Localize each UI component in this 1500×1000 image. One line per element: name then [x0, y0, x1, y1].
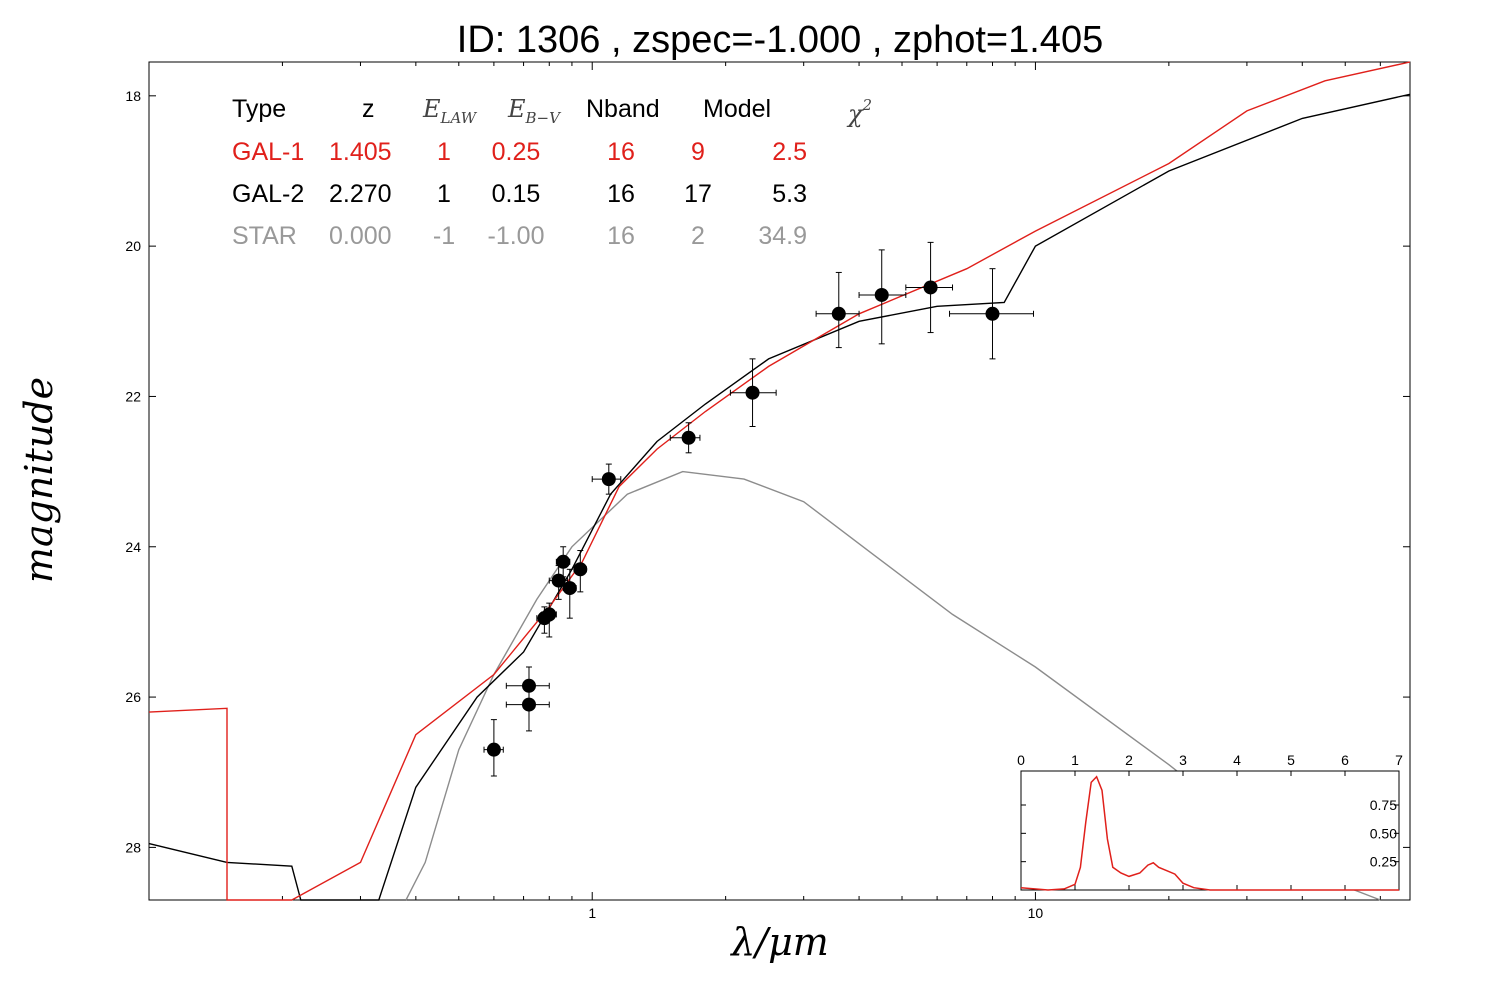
- main-series: [148, 61, 1411, 901]
- photometry-point: [905, 241, 954, 334]
- y-axis-label: magnitude: [17, 377, 61, 583]
- inset-y-tick-label: 0.50: [1370, 825, 1397, 841]
- data-marker: [831, 306, 846, 321]
- table-cell: 16: [607, 138, 635, 166]
- table-header-type: Type: [232, 95, 286, 123]
- inset-x-tick-label: 7: [1395, 752, 1403, 768]
- photometry-point: [548, 565, 569, 600]
- data-marker: [745, 385, 760, 400]
- inset-axis-ticks: 0 1 2 3 4 5 6 7 0.25 0.50 0.75: [1017, 752, 1403, 890]
- y-tick-label: 22: [125, 388, 141, 404]
- inset-y-tick-label: 0.75: [1370, 797, 1397, 813]
- pdz-line: [1020, 775, 1399, 891]
- data-marker: [556, 554, 571, 569]
- y-tick-label: 20: [125, 238, 141, 254]
- table-cell: 16: [607, 180, 635, 208]
- gal2-sed-line: [148, 93, 1411, 901]
- y-tick-label: 28: [125, 839, 141, 855]
- inset-axes-frame: [1020, 770, 1400, 891]
- table-cell: 16: [607, 222, 635, 250]
- photometry-point: [591, 463, 622, 495]
- x-axis-label: λ/μm: [729, 920, 829, 964]
- photometry-point: [949, 268, 1035, 360]
- y-tick-label: 26: [125, 689, 141, 705]
- table-cell: 0.15: [492, 180, 541, 208]
- data-marker: [542, 607, 557, 622]
- data-marker: [985, 306, 1000, 321]
- y-tick-label: 18: [125, 88, 141, 104]
- photometry-points: [483, 241, 1035, 777]
- table-header-chi2: χ2: [846, 96, 872, 128]
- inset-x-tick-label: 2: [1125, 752, 1133, 768]
- data-marker: [923, 280, 938, 295]
- inset-x-tick-label: 5: [1287, 752, 1295, 768]
- table-cell: 5.3: [772, 180, 807, 208]
- table-cell: STAR: [232, 222, 297, 250]
- photometry-point: [858, 249, 907, 345]
- data-marker: [601, 472, 616, 487]
- photometry-point: [541, 602, 557, 638]
- inset-y-tick-label: 0.25: [1370, 854, 1397, 870]
- data-marker: [681, 430, 696, 445]
- table-cell: 1: [437, 138, 451, 166]
- table-header-nband: Nband: [586, 95, 660, 123]
- data-marker: [573, 562, 588, 577]
- photometry-point: [729, 358, 777, 428]
- main-axes-frame: [148, 61, 1411, 901]
- photometry-point: [555, 546, 571, 578]
- data-marker: [521, 697, 536, 712]
- table-cell: 1.405: [329, 138, 392, 166]
- data-marker: [562, 581, 577, 596]
- table-header-model: Model: [703, 95, 771, 123]
- photometry-point: [573, 550, 588, 593]
- table-header-z: z: [362, 95, 375, 123]
- table-cell: 0.000: [329, 222, 392, 250]
- fit-table: Type z ELAW EB−V Nband Model χ2 GAL-1 1.4…: [232, 95, 872, 250]
- x-tick-label: 1: [588, 905, 596, 921]
- table-cell: 17: [684, 180, 712, 208]
- table-cell: GAL-2: [232, 180, 304, 208]
- x-tick-label: 10: [1028, 905, 1044, 921]
- inset-x-tick-label: 4: [1233, 752, 1241, 768]
- table-cell: 2.5: [772, 138, 807, 166]
- table-cell: -1: [433, 222, 455, 250]
- table-cell: 9: [691, 138, 705, 166]
- gal1-sed-line: [148, 61, 1411, 901]
- inset-plot: 0 1 2 3 4 5 6 7 0.25 0.50 0.75: [1017, 752, 1403, 891]
- table-header-elaw: ELAW: [422, 95, 478, 127]
- photometry-point: [505, 685, 550, 732]
- photometry-point: [483, 719, 504, 777]
- inset-x-tick-label: 3: [1179, 752, 1187, 768]
- star-sed-line: [405, 470, 1381, 901]
- table-header-ebv: EB−V: [507, 95, 562, 127]
- photometry-point: [562, 568, 577, 619]
- photometry-point: [815, 271, 860, 349]
- table-cell: 2: [691, 222, 705, 250]
- y-tick-label: 24: [125, 539, 141, 555]
- inset-x-tick-label: 6: [1341, 752, 1349, 768]
- table-cell: GAL-1: [232, 138, 304, 166]
- inset-x-tick-label: 0: [1017, 752, 1025, 768]
- inset-series: [1020, 775, 1399, 891]
- table-cell: 34.9: [758, 222, 807, 250]
- data-marker: [486, 742, 501, 757]
- table-cell: -1.00: [488, 222, 545, 250]
- inset-x-tick-label: 1: [1071, 752, 1079, 768]
- figure-title: ID: 1306 , zspec=-1.000 , zphot=1.405: [457, 19, 1103, 61]
- table-cell: 2.270: [329, 180, 392, 208]
- table-cell: 0.25: [492, 138, 541, 166]
- data-marker: [874, 287, 889, 302]
- table-cell: 1: [437, 180, 451, 208]
- photometry-point: [669, 422, 701, 454]
- table-rows: GAL-1 1.405 1 0.25 16 9 2.5 GAL-2 2.270 1 0.15 16 17…: [232, 138, 807, 250]
